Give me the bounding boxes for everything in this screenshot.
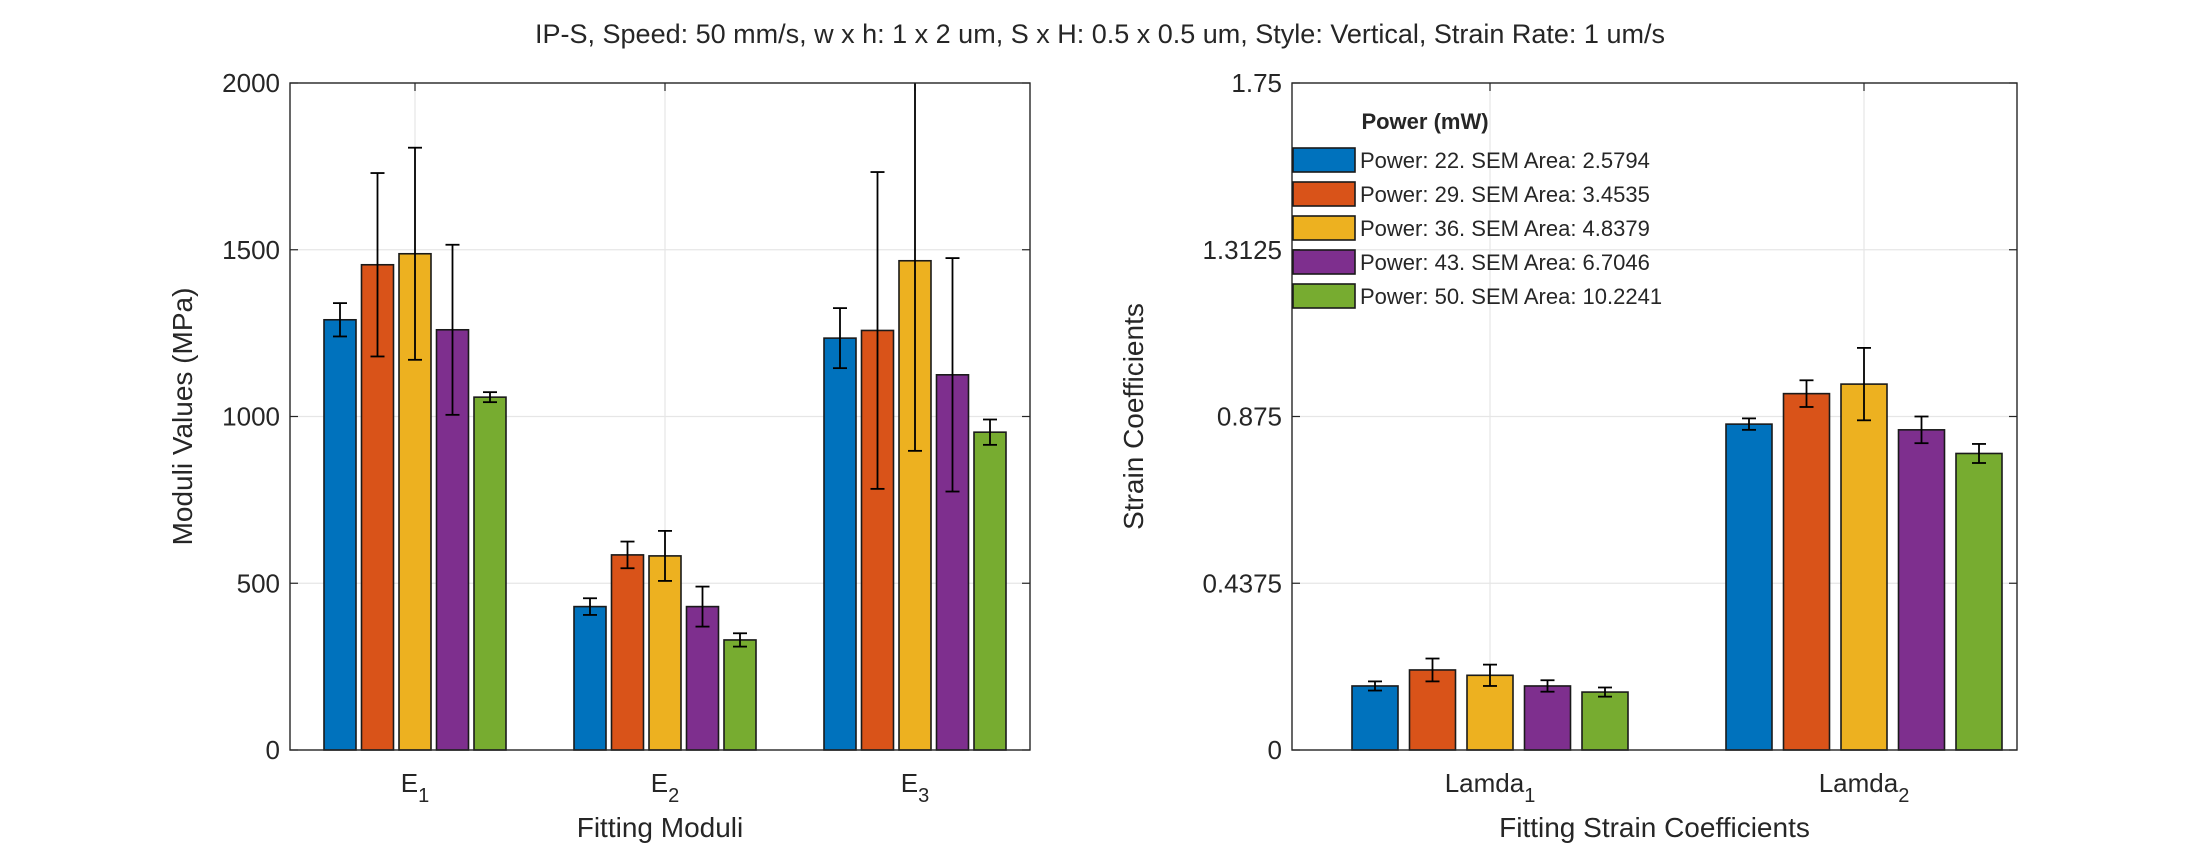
error-bar: [483, 391, 497, 404]
error-bar: [1914, 415, 1929, 445]
legend-swatch: [1292, 181, 1356, 207]
y-tick-label: 2000: [222, 68, 280, 98]
legend-entry-label: Power: 22. SEM Area: 2.5794: [1360, 148, 1650, 173]
bar: [1955, 452, 2003, 751]
error-bar: [370, 172, 385, 358]
error-bar: [620, 540, 635, 570]
axes-frame: [1291, 82, 2018, 751]
bar: [473, 396, 507, 751]
y-tick-label: 1.75: [1231, 68, 1282, 98]
error-bar: [1425, 657, 1440, 683]
x-tick-label: Lamda1: [1445, 768, 1536, 807]
chart-moduli: 0 500 1000 1500 2000 E1 E2 E3 Fitting Moduli Modu…: [167, 68, 1031, 843]
legend-swatch: [1292, 147, 1356, 173]
bar: [573, 605, 607, 751]
error-bar: [1368, 680, 1382, 692]
y-axis-label: Moduli Values (MPa): [167, 288, 198, 546]
bar: [685, 605, 720, 751]
x-axis-label: Fitting Moduli: [577, 812, 744, 843]
x-tick-label: E3: [901, 768, 929, 807]
legend-entry-label: Power: 50. SEM Area: 10.2241: [1360, 284, 1662, 309]
error-bar: [1598, 686, 1612, 698]
bar: [1466, 674, 1514, 751]
figure-title: IP-S, Speed: 50 mm/s, w x h: 1 x 2 um, S…: [535, 19, 1665, 49]
error-bar: [445, 243, 460, 416]
legend-entry-label: Power: 29. SEM Area: 3.4535: [1360, 182, 1650, 207]
y-tick-label: 0: [1268, 735, 1282, 765]
legend-title: Power (mW): [1361, 109, 1488, 134]
error-bar: [1799, 379, 1814, 408]
bar: [823, 337, 857, 751]
error-bar: [833, 307, 847, 370]
bar: [610, 554, 645, 751]
legend-swatch: [1292, 283, 1356, 309]
x-axis-label: Fitting Strain Coefficients: [1499, 812, 1810, 843]
bar: [323, 318, 357, 751]
y-tick-label: 500: [237, 568, 280, 598]
error-bar: [870, 171, 885, 490]
bar: [973, 431, 1007, 751]
y-tick-label: 0.875: [1217, 402, 1282, 432]
error-bar: [1483, 663, 1497, 687]
legend-swatch: [1292, 249, 1356, 275]
y-tick-label: 0: [266, 735, 280, 765]
bar: [1581, 691, 1629, 751]
bar: [1351, 685, 1399, 751]
bar: [1897, 429, 1946, 751]
legend-entry-label: Power: 43. SEM Area: 6.7046: [1360, 250, 1650, 275]
y-tick-label: 1000: [222, 402, 280, 432]
legend-swatch: [1292, 215, 1356, 241]
y-tick-label: 1500: [222, 235, 280, 265]
error-bar: [1742, 417, 1756, 431]
y-tick-label: 0.4375: [1202, 568, 1282, 598]
x-tick-label: Lamda2: [1819, 768, 1910, 807]
chart-strain-coefficients: 0 0.4375 0.875 1.3125 1.75 Lamda1 Lamda2 Fittin…: [1118, 68, 2018, 843]
bar: [1523, 685, 1572, 751]
error-bar: [908, 83, 922, 452]
bar: [1840, 383, 1888, 751]
bar: [648, 555, 682, 751]
error-bar: [983, 418, 997, 446]
legend: Power (mW) Power: 22. SEM Area: 2.5794 Po…: [1292, 109, 1662, 309]
error-bar: [733, 632, 747, 648]
bar: [1725, 423, 1773, 751]
error-bar: [1857, 346, 1871, 422]
error-bar: [333, 302, 347, 338]
bar: [723, 639, 757, 751]
y-tick-label: 1.3125: [1202, 235, 1282, 265]
error-bar: [945, 257, 960, 493]
error-bar: [1540, 679, 1555, 693]
bar: [1782, 392, 1831, 751]
error-bar: [1972, 443, 1986, 464]
error-bar: [583, 597, 597, 616]
error-bar: [408, 146, 422, 361]
error-bar: [658, 529, 672, 582]
x-tick-label: E1: [401, 768, 429, 807]
y-axis-label: Strain Coefficients: [1118, 303, 1149, 530]
axes-frame: [289, 82, 1031, 751]
legend-entry-label: Power: 36. SEM Area: 4.8379: [1360, 216, 1650, 241]
error-bar: [695, 585, 710, 628]
x-tick-label: E2: [651, 768, 679, 807]
